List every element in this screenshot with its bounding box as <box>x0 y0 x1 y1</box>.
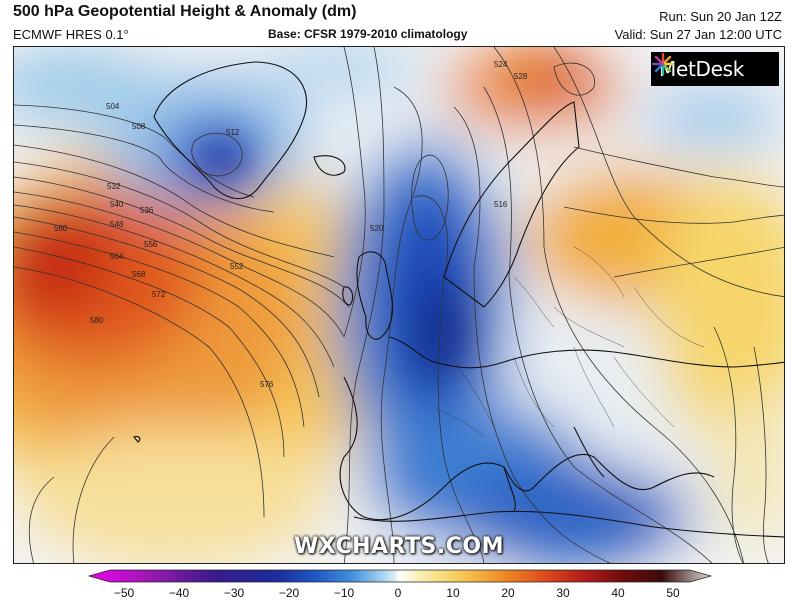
run-time-label: Run: Sun 20 Jan 12Z <box>659 9 782 24</box>
contour-label: 540 <box>110 200 124 209</box>
colorbar-tick: −50 <box>113 586 135 600</box>
contour-label: 532 <box>107 182 121 191</box>
contour-label-group: 504 508 512 516 520 524 528 532 536 540 … <box>54 60 528 389</box>
contour-label: 556 <box>144 240 158 249</box>
contour-label: 520 <box>370 224 384 233</box>
climatology-base-label: Base: CFSR 1979-2010 climatology <box>268 27 468 41</box>
borders <box>433 246 705 438</box>
colorbar-tick: −20 <box>278 586 300 600</box>
chart-title: 500 hPa Geopotential Height & Anomaly (d… <box>13 3 357 20</box>
chart-header: 500 hPa Geopotential Height & Anomaly (d… <box>0 0 800 46</box>
contour-label: 528 <box>514 72 528 81</box>
colorbar-tick: −10 <box>333 586 355 600</box>
map-canvas: 504 508 512 516 520 524 528 532 536 540 … <box>14 47 784 563</box>
model-label: ECMWF HRES 0.1° <box>13 27 129 42</box>
contour-label: 512 <box>226 128 240 137</box>
contour-label: 508 <box>132 122 146 131</box>
contour-label: 568 <box>132 270 146 279</box>
colorbar-gradient <box>87 569 713 583</box>
colorbar-tick: 40 <box>611 586 625 600</box>
contour-label: 552 <box>230 262 244 271</box>
contour-label: 560 <box>54 224 68 233</box>
contour-label: 572 <box>152 290 166 299</box>
anomaly-colorbar: −50 −40 −30 −20 −10 0 10 20 30 40 50 <box>0 566 800 613</box>
wxcharts-watermark: WXCHARTS.COM <box>294 534 504 559</box>
colorbar-tick: −40 <box>168 586 190 600</box>
colorbar-tick: −30 <box>223 586 245 600</box>
colorbar-tick: 0 <box>394 586 402 600</box>
coastlines <box>133 61 784 538</box>
contour-label: 548 <box>110 220 124 229</box>
metdesk-starburst-icon <box>651 52 675 76</box>
colorbar-tick: 10 <box>446 586 460 600</box>
colorbar-tick: 20 <box>501 586 515 600</box>
contour-label: 504 <box>106 102 120 111</box>
metdesk-logo-text: MetDesk <box>659 57 745 81</box>
contour-label: 536 <box>140 206 154 215</box>
anomaly-field <box>14 47 784 563</box>
metdesk-logo: MetDesk <box>651 52 779 86</box>
contour-label: 524 <box>494 60 508 69</box>
contour-label: 564 <box>110 252 124 261</box>
colorbar-tick: 50 <box>666 586 680 600</box>
valid-time-label: Valid: Sun 27 Jan 12:00 UTC <box>614 27 782 42</box>
contour-label: 576 <box>260 380 274 389</box>
height-contours <box>14 47 784 563</box>
colorbar-tick: 30 <box>556 586 570 600</box>
anomaly-detail <box>198 137 466 377</box>
contour-label: 580 <box>90 316 104 325</box>
anomaly-map[interactable]: 504 508 512 516 520 524 528 532 536 540 … <box>13 46 785 564</box>
contour-label: 516 <box>494 200 508 209</box>
